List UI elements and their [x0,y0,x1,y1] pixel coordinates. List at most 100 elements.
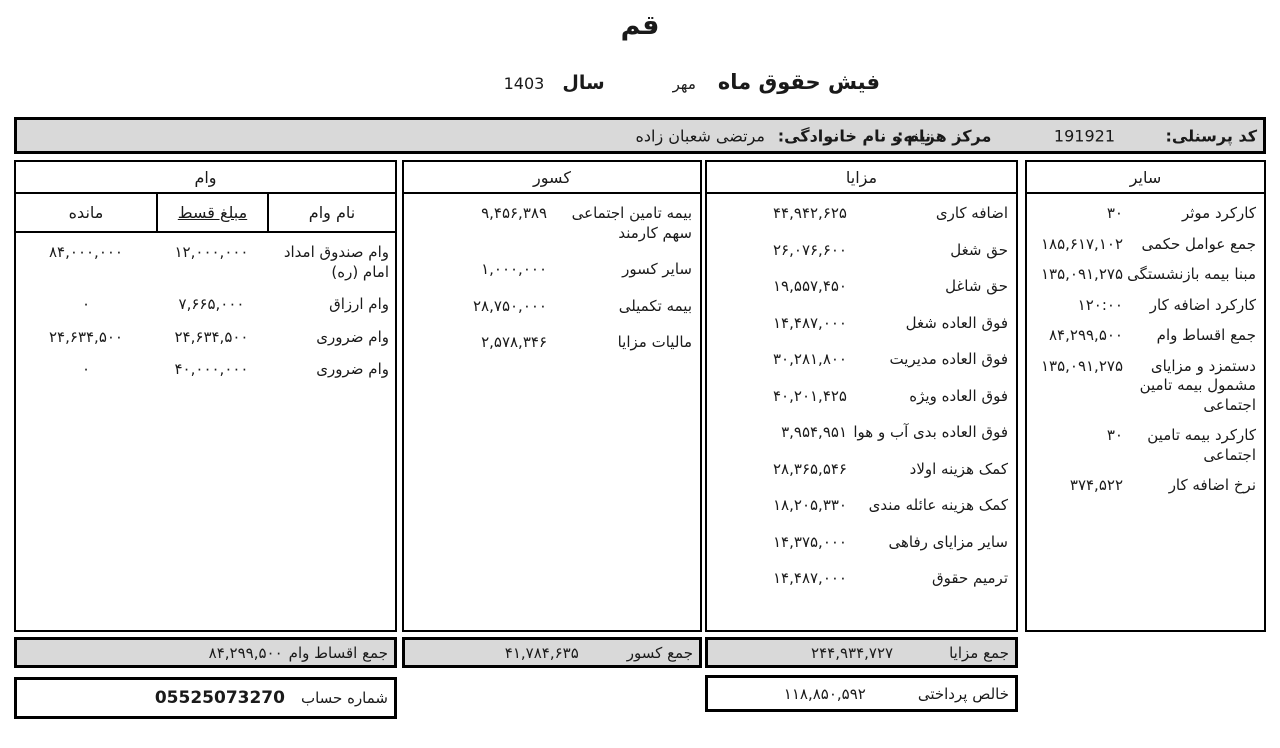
row-label: کمک هزینه عائله مندی [868,496,1008,514]
deductions-section: کسور بیمه تامین اجتماعی سهم کارمند ۹,۴۵۶… [402,160,702,632]
row-value: ۴۴,۹۴۲,۶۲۵ [773,204,847,222]
other-section-title: سایر [1027,162,1264,194]
other-section: سایر کارکرد موثر ۳۰ جمع عوامل حکمی ۱۸۵,۶… [1025,160,1266,632]
benefits-total-value: ۲۴۴,۹۳۴,۷۲۷ [811,643,894,662]
row-value: ۱۴,۳۷۵,۰۰۰ [773,532,847,551]
loan-installment: ۲۴,۶۳۴,۵۰۰ [174,327,249,346]
benefit-row: فوق العاده ویژه ۴۰,۲۰۱,۴۲۵ [715,387,1008,407]
cost-center-label: مرکز هزینه: [897,126,992,145]
loans-table-body: وام صندوق امداد امام (ره) ۱۲,۰۰۰,۰۰۰ ۸۴,… [16,233,395,380]
row-value: ۳,۹۵۴,۹۵۱ [781,423,847,441]
row-label: فوق العاده ویژه [909,386,1008,405]
loan-total-bar: جمع اقساط وام ۸۴,۲۹۹,۵۰۰ [14,637,397,668]
fullname-label: نام و نام خانوادگی: [777,126,931,145]
row-value: ۱۳۵,۰۹۱,۲۷۵ [1040,356,1123,375]
loan-row: وام صندوق امداد امام (ره) ۱۲,۰۰۰,۰۰۰ ۸۴,… [16,243,395,282]
other-row: دستمزد و مزایای مشمول بیمه تامین اجتماعی… [1035,357,1256,416]
loan-row: وام ارزاق ۷,۶۶۵,۰۰۰ ۰ [16,295,395,315]
loan-name-column-header: نام وام [267,194,395,231]
row-label: ترمیم حقوق [931,569,1008,587]
benefits-section-body: اضافه کاری ۴۴,۹۴۲,۶۲۵ حق شغل ۲۶,۰۷۶,۶۰۰ … [707,194,1016,589]
personnel-code-value: 191921 [1053,126,1115,145]
net-pay-value: ۱۱۸,۸۵۰,۵۹۲ [783,684,866,703]
row-value: ۱,۰۰۰,۰۰۰ [481,260,547,278]
row-label: کارکرد اضافه کار [1149,295,1256,314]
row-value: ۱۴,۴۸۷,۰۰۰ [773,569,847,587]
row-label: دستمزد و مزایای مشمول بیمه تامین اجتماعی [1139,356,1256,414]
benefit-row: حق شاغل ۱۹,۵۵۷,۴۵۰ [715,277,1008,297]
benefit-row: حق شغل ۲۶,۰۷۶,۶۰۰ [715,241,1008,261]
loan-row: وام ضروری ۲۴,۶۳۴,۵۰۰ ۲۴,۶۳۴,۵۰۰ [16,328,395,348]
row-value: ۴۰,۲۰۱,۴۲۵ [773,386,847,405]
row-label: حق شاغل [945,277,1008,295]
deductions-total-bar: جمع کسور ۴۱,۷۸۴,۶۳۵ [402,637,702,668]
row-value: ۲,۵۷۸,۳۴۶ [481,333,547,351]
row-value: ۱۳۵,۰۹۱,۲۷۵ [1040,265,1123,283]
row-value: ۱۸۵,۶۱۷,۱۰۲ [1040,234,1123,253]
row-label: کارکرد موثر [1181,204,1256,222]
other-row: جمع عوامل حکمی ۱۸۵,۶۱۷,۱۰۲ [1035,235,1256,255]
other-row: کارکرد موثر ۳۰ [1035,204,1256,224]
loan-total-value: ۸۴,۲۹۹,۵۰۰ [208,643,283,662]
loan-name: وام صندوق امداد امام (ره) [283,243,389,281]
deduction-row: بیمه تامین اجتماعی سهم کارمند ۹,۴۵۶,۳۸۹ [412,204,692,243]
row-label: مبنا بیمه بازنشستگی [1127,265,1256,283]
row-label: سایر کسور [622,260,692,278]
month-value: مهر [672,75,696,93]
row-label: سایر مزایای رفاهی [888,532,1009,551]
loan-name: وام ارزاق [329,295,389,313]
benefit-row: فوق العاده بدی آب و هوا ۳,۹۵۴,۹۵۱ [715,423,1008,443]
fullname-value: مرتضی شعبان زاده [635,126,766,145]
loan-installment: ۷,۶۶۵,۰۰۰ [178,295,245,313]
loan-total-label: جمع اقساط وام [288,643,388,662]
loan-installment: ۴۰,۰۰۰,۰۰۰ [174,360,249,378]
row-value: ۱۹,۵۵۷,۴۵۰ [773,277,847,295]
row-value: ۹,۴۵۶,۳۸۹ [481,204,547,222]
loan-balance: ۰ [81,360,91,378]
benefit-row: فوق العاده مدیریت ۳۰,۲۸۱,۸۰۰ [715,350,1008,370]
row-label: فوق العاده شغل [905,313,1008,332]
benefit-row: ترمیم حقوق ۱۴,۴۸۷,۰۰۰ [715,569,1008,589]
loan-balance: ۲۴,۶۳۴,۵۰۰ [49,327,123,346]
benefit-row: کمک هزینه اولاد ۲۸,۳۶۵,۵۴۶ [715,460,1008,480]
row-label: نرخ اضافه کار [1168,476,1256,494]
loan-balance: ۸۴,۰۰۰,۰۰۰ [49,243,123,261]
deduction-row: سایر کسور ۱,۰۰۰,۰۰۰ [412,260,692,280]
loan-installment-column-header: مبلغ قسط [156,194,267,231]
year-value: 1403 [503,74,545,93]
account-number-label: شماره حساب [300,689,388,707]
employee-id-bar: کد پرسنلی: 191921 نام و نام خانوادگی: مر… [14,117,1266,154]
loans-section: وام نام وام مبلغ قسط مانده وام صندوق امد… [14,160,397,632]
account-number-box: شماره حساب 05525073270 [14,677,397,719]
row-value: ۳۰ [1106,426,1123,444]
deductions-section-body: بیمه تامین اجتماعی سهم کارمند ۹,۴۵۶,۳۸۹ … [404,194,700,353]
benefits-section-title: مزایا [707,162,1016,194]
benefits-section: مزایا اضافه کاری ۴۴,۹۴۲,۶۲۵ حق شغل ۲۶,۰۷… [705,160,1018,632]
benefit-row: فوق العاده شغل ۱۴,۴۸۷,۰۰۰ [715,314,1008,334]
row-value: ۲۸,۳۶۵,۵۴۶ [773,459,847,478]
deductions-total-label: جمع کسور [626,643,693,662]
row-label: بیمه تامین اجتماعی سهم کارمند [571,204,692,242]
loans-section-title: وام [16,162,395,194]
loan-installment: ۱۲,۰۰۰,۰۰۰ [174,243,249,261]
row-label: مالیات مزایا [617,333,692,351]
benefit-row: اضافه کاری ۴۴,۹۴۲,۶۲۵ [715,204,1008,224]
other-row: نرخ اضافه کار ۳۷۴,۵۲۲ [1035,476,1256,496]
row-label: جمع اقساط وام [1156,326,1256,344]
loan-name: وام ضروری [316,327,389,346]
payslip-label: فیش حقوق ماه [717,70,880,94]
row-value: ۲۶,۰۷۶,۶۰۰ [773,240,847,259]
page-title: قم [620,10,660,41]
benefits-total-bar: جمع مزایا ۲۴۴,۹۳۴,۷۲۷ [705,637,1018,668]
loan-balance-column-header: مانده [68,203,104,222]
other-row: کارکرد اضافه کار ۱۲۰:۰۰ [1035,296,1256,316]
row-label: فوق العاده بدی آب و هوا [853,423,1008,441]
loan-row: وام ضروری ۴۰,۰۰۰,۰۰۰ ۰ [16,360,395,380]
row-value: ۱۲۰:۰۰ [1077,295,1123,314]
row-label: اضافه کاری [935,204,1008,222]
account-number-value: 05525073270 [154,688,285,708]
other-row: جمع اقساط وام ۸۴,۲۹۹,۵۰۰ [1035,326,1256,346]
row-label: کمک هزینه اولاد [909,459,1008,478]
loans-table-header: نام وام مبلغ قسط مانده [16,194,395,233]
row-label: فوق العاده مدیریت [889,350,1008,368]
